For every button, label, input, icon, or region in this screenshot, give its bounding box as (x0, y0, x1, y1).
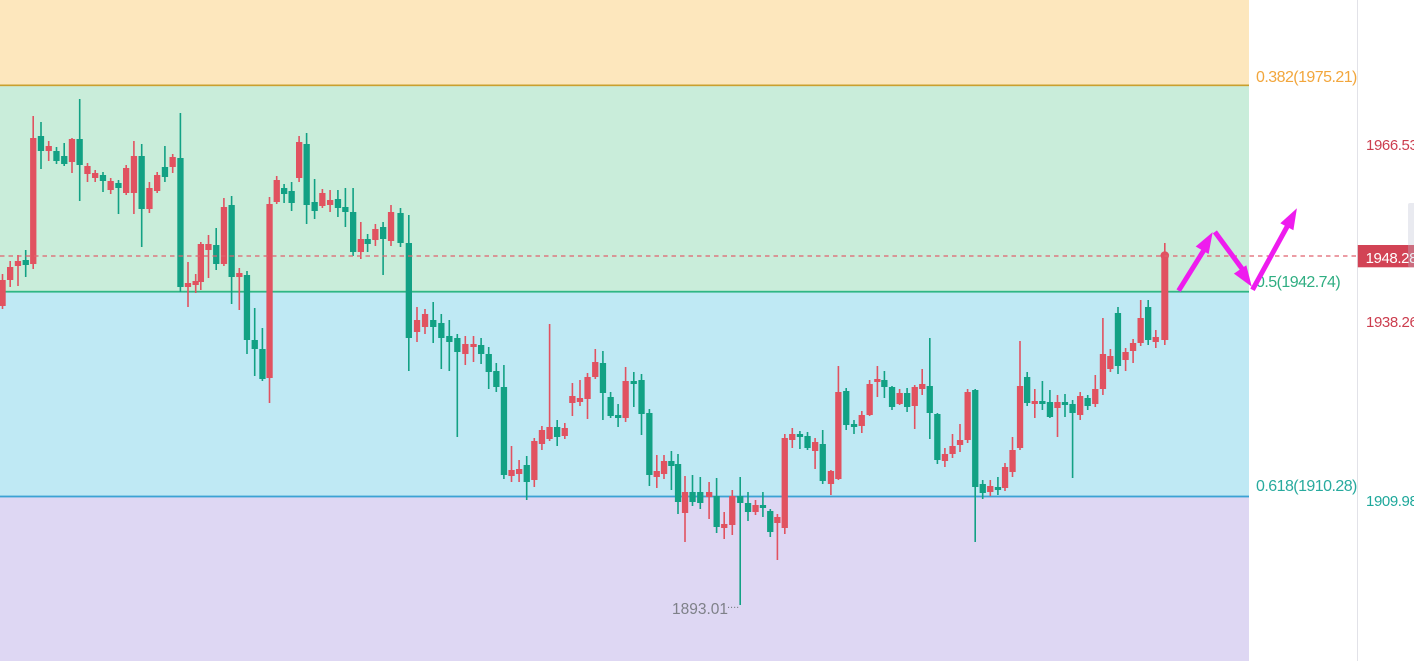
svg-text:1909.98: 1909.98 (1366, 493, 1414, 510)
svg-text:1966.53: 1966.53 (1366, 137, 1414, 154)
svg-text:1893.01: 1893.01 (672, 601, 728, 618)
svg-text:0.618(1910.28): 0.618(1910.28) (1256, 478, 1357, 495)
svg-text:1938.26: 1938.26 (1366, 314, 1414, 331)
svg-text:1948.28: 1948.28 (1366, 250, 1414, 267)
svg-text:0.5(1942.74): 0.5(1942.74) (1256, 274, 1340, 291)
svg-text:0.382(1975.21): 0.382(1975.21) (1256, 69, 1357, 86)
svg-text:....: .... (727, 599, 739, 611)
